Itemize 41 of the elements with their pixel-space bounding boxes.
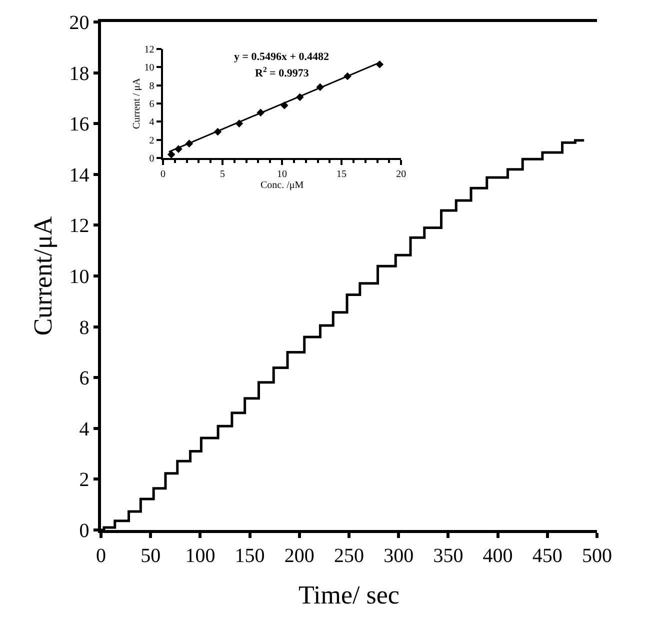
y-tick-label: 14	[69, 164, 90, 186]
y-tick-label: 0	[149, 154, 154, 165]
y-tick-label: 16	[69, 114, 90, 136]
x-tick-label: 450	[532, 544, 562, 567]
x-axis-title: Conc. /μM	[260, 180, 304, 191]
y-tick-label: 12	[69, 215, 90, 238]
y-axis-title: Current/μA	[28, 216, 58, 336]
x-tick-label: 100	[185, 544, 216, 567]
y-tick-label: 18	[69, 62, 90, 85]
x-axis-title: Time/ sec	[298, 580, 400, 610]
x-tick-label: 500	[582, 544, 612, 567]
y-tick-label: 10	[144, 62, 154, 74]
y-tick-label: 4	[79, 418, 90, 440]
x-tick-label: 5	[220, 168, 226, 180]
y-tick-label: 4	[149, 117, 154, 128]
y-tick-label: 10	[69, 266, 90, 288]
y-tick-label: 6	[79, 368, 90, 390]
x-tick-label: 50	[140, 544, 161, 567]
x-tick-label: 20	[396, 168, 406, 180]
y-tick-label: 0	[79, 520, 90, 542]
x-tick-label: 250	[334, 544, 364, 567]
y-tick-label: 8	[149, 80, 154, 92]
y-tick-label: 8	[79, 316, 90, 339]
annotation: R$^{2}$ = 0.9973	[255, 65, 310, 80]
x-tick-label: 150	[234, 544, 265, 567]
y-tick-label: 2	[79, 469, 90, 492]
x-tick-label: 0	[160, 168, 166, 180]
annotation: y = 0.5496x + 0.4482	[234, 51, 330, 63]
point	[167, 150, 176, 158]
y-tick-label: 20	[69, 12, 90, 34]
x-tick-label: 400	[482, 544, 513, 567]
x-tick-label: 0	[96, 544, 106, 567]
y-tick-label: 6	[149, 99, 154, 110]
x-tick-label: 15	[336, 168, 347, 180]
y-axis-title: Current / μA	[132, 77, 143, 129]
x-tick-label: 200	[284, 544, 314, 567]
x-tick-label: 350	[433, 544, 464, 567]
x-tick-label: 300	[384, 544, 414, 567]
x-tick-label: 10	[277, 168, 288, 180]
y-tick-label: 12	[144, 44, 154, 56]
y-tick-label: 2	[149, 135, 154, 146]
